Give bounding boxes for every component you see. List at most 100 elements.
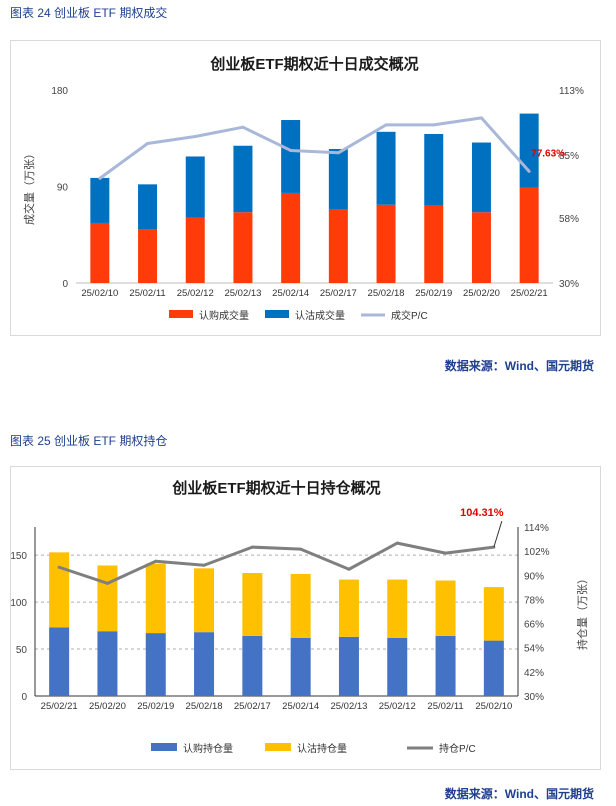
x-tick-label: 25/02/10 bbox=[81, 288, 118, 299]
x-tick-label: 25/02/18 bbox=[368, 288, 405, 299]
y-tick-label: 180 bbox=[51, 86, 68, 97]
trading-volume-chart: 创业板ETF期权近十日成交概况 0 90 180 30% 58% 85% 113% 成交量（万张… bbox=[22, 55, 584, 322]
bar-put-volume bbox=[435, 580, 456, 636]
pc-ratio-point bbox=[202, 563, 206, 567]
pc-ratio-point bbox=[105, 581, 109, 585]
y-axis-label: 成交量（万张） bbox=[22, 148, 36, 225]
chart-title: 创业板ETF期权近十日成交概况 bbox=[209, 55, 418, 73]
x-tick-label: 25/02/17 bbox=[234, 701, 271, 712]
bar-call-volume bbox=[145, 633, 166, 696]
y2-tick-label: 66% bbox=[524, 620, 544, 631]
bar-put-volume bbox=[49, 552, 70, 628]
open-interest-chart: 创业板ETF期权近十日持仓概况 0 50 100 150 30% 42% 54% 66% 78% 9… bbox=[10, 479, 589, 755]
pc-ratio-point bbox=[347, 567, 351, 571]
bar-call-volume bbox=[194, 632, 215, 696]
bar-put-volume bbox=[185, 156, 205, 218]
x-tick-label: 25/02/21 bbox=[511, 288, 548, 299]
pc-ratio-point bbox=[299, 547, 303, 551]
chart-title: 创业板ETF期权近十日持仓概况 bbox=[171, 479, 380, 497]
bar-put-volume bbox=[281, 120, 301, 193]
bar-put-volume bbox=[145, 563, 166, 634]
pc-ratio-line bbox=[98, 116, 531, 180]
pc-ratio-point bbox=[98, 176, 102, 180]
legend-label: 认购持仓量 bbox=[183, 742, 233, 755]
bar-call-volume bbox=[471, 212, 491, 283]
x-tick-label: 25/02/11 bbox=[427, 701, 463, 712]
x-tick-label: 25/02/14 bbox=[282, 701, 319, 712]
pc-ratio-point bbox=[250, 545, 254, 549]
legend-swatch bbox=[151, 743, 177, 751]
y2-tick-label: 102% bbox=[524, 547, 550, 558]
y2-tick-label: 114% bbox=[524, 523, 549, 534]
bar-put-volume bbox=[471, 142, 491, 213]
bar-call-volume bbox=[281, 192, 301, 283]
bar-call-volume bbox=[138, 229, 158, 283]
bar-put-volume bbox=[387, 579, 408, 638]
figure-24-source: 数据来源：Wind、国元期货 bbox=[444, 359, 594, 373]
bar-call-volume bbox=[519, 187, 539, 283]
y2-tick-label: 30% bbox=[524, 692, 544, 703]
bar-call-volume bbox=[97, 631, 118, 696]
bar-put-volume bbox=[90, 177, 110, 223]
pc-ratio-point bbox=[57, 565, 61, 569]
bar-put-volume bbox=[338, 579, 359, 637]
y2-tick-label: 30% bbox=[559, 279, 579, 290]
bar-call-volume bbox=[90, 222, 110, 283]
bar-call-volume bbox=[387, 637, 408, 696]
x-tick-label: 25/02/12 bbox=[177, 288, 214, 299]
x-tick-label: 25/02/12 bbox=[379, 701, 416, 712]
x-tick-label: 25/02/20 bbox=[89, 701, 126, 712]
x-tick-label: 25/02/19 bbox=[137, 701, 174, 712]
x-tick-label: 25/02/19 bbox=[415, 288, 452, 299]
bar-put-volume bbox=[424, 133, 444, 206]
pc-annotation: 77.63% bbox=[531, 148, 565, 159]
x-tick-label: 25/02/17 bbox=[320, 288, 357, 299]
x-tick-label: 25/02/13 bbox=[224, 288, 261, 299]
bar-call-volume bbox=[435, 635, 456, 696]
pc-ratio-point bbox=[289, 148, 293, 152]
bar-call-volume bbox=[242, 635, 263, 696]
y-tick-label: 150 bbox=[11, 551, 27, 562]
x-tick-label: 25/02/13 bbox=[330, 701, 367, 712]
y2-tick-label: 90% bbox=[524, 571, 544, 582]
y2-tick-label: 85% bbox=[559, 151, 579, 162]
bar-put-volume bbox=[194, 568, 215, 633]
chart-2-frame: 创业板ETF期权近十日持仓概况 0 50 100 150 30% 42% 54% 66% 78% 9… bbox=[10, 466, 601, 770]
y-tick-label: 0 bbox=[21, 692, 27, 703]
pc-ratio-point bbox=[336, 151, 340, 155]
y2-tick-label: 113% bbox=[559, 86, 584, 97]
y-tick-label: 50 bbox=[16, 645, 28, 656]
bar-call-volume bbox=[49, 627, 70, 696]
legend-label: 成交P/C bbox=[391, 309, 428, 322]
legend-swatch bbox=[265, 743, 291, 751]
y-axis-label: 持仓量（万张） bbox=[575, 573, 589, 650]
y-tick-label: 90 bbox=[57, 183, 69, 194]
pc-ratio-line bbox=[58, 541, 495, 585]
x-tick-label: 25/02/11 bbox=[129, 288, 165, 299]
legend-label: 认购成交量 bbox=[199, 309, 249, 322]
x-tick-label: 25/02/14 bbox=[272, 288, 309, 299]
y-tick-label: 0 bbox=[62, 279, 68, 290]
bar-call-volume bbox=[328, 209, 348, 283]
bar-call-volume bbox=[185, 217, 205, 283]
pc-ratio-point bbox=[444, 551, 448, 555]
bar-put-volume bbox=[290, 573, 311, 638]
bar-call-volume bbox=[338, 636, 359, 696]
figure-25-caption: 图表 25 创业板 ETF 期权持仓 bbox=[10, 434, 168, 448]
bar-put-volume bbox=[483, 587, 504, 641]
y2-tick-label: 42% bbox=[524, 668, 544, 679]
bar-put-volume bbox=[376, 131, 396, 205]
legend-swatch bbox=[169, 310, 193, 318]
y-tick-label: 100 bbox=[11, 598, 27, 609]
x-tick-label: 25/02/21 bbox=[41, 701, 78, 712]
figure-25-source: 数据来源：Wind、国元期货 bbox=[444, 787, 594, 801]
pc-ratio-point bbox=[432, 123, 436, 127]
bar-call-volume bbox=[424, 205, 444, 283]
bar-call-volume bbox=[233, 212, 253, 283]
pc-ratio-point bbox=[154, 559, 158, 563]
pc-ratio-point bbox=[527, 169, 531, 173]
bar-put-volume bbox=[328, 148, 348, 210]
bar-put-volume bbox=[97, 565, 118, 632]
pc-ratio-point bbox=[241, 125, 245, 129]
pc-ratio-point bbox=[146, 141, 150, 145]
